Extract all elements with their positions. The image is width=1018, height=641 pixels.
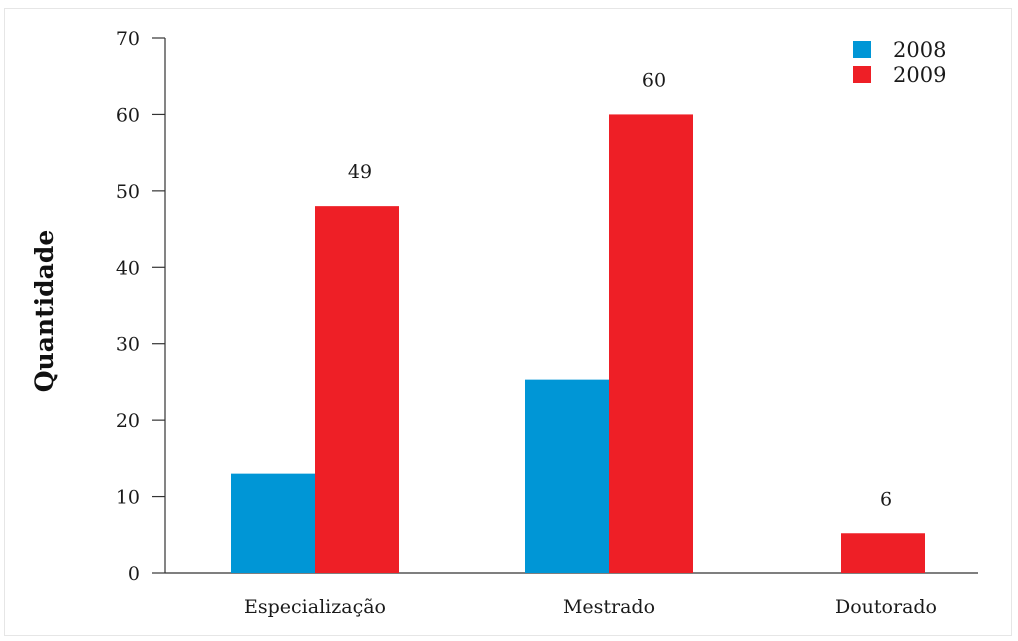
y-tick-label: 20 xyxy=(116,410,140,432)
x-axis: Especialização Mestrado Doutorado xyxy=(165,572,978,618)
y-tick-label: 60 xyxy=(116,104,140,126)
y-tick-label: 10 xyxy=(116,487,140,509)
y-axis-label: Quantidade xyxy=(30,230,59,392)
bar-2009-2 xyxy=(841,533,925,573)
y-tick-label: 50 xyxy=(116,181,140,203)
bar-2009-0 xyxy=(315,206,399,573)
y-tick-label: 30 xyxy=(116,334,140,356)
bars xyxy=(231,114,925,573)
x-category-label: Mestrado xyxy=(563,596,655,618)
y-axis: 0 10 20 30 40 50 60 70 xyxy=(116,28,166,585)
chart-frame xyxy=(4,8,1012,636)
x-category-label: Doutorado xyxy=(835,596,937,618)
data-label: 60 xyxy=(642,69,666,91)
legend-label: 2009 xyxy=(893,63,946,87)
bar-2009-1 xyxy=(609,114,693,573)
data-labels: 49 60 6 xyxy=(348,69,892,510)
data-label: 6 xyxy=(880,488,892,510)
legend-label: 2008 xyxy=(893,38,946,62)
legend-swatch-2008 xyxy=(853,41,871,58)
bar-2008-1 xyxy=(525,379,609,573)
y-tick-label: 0 xyxy=(128,563,140,585)
legend-swatch-2009 xyxy=(853,66,871,83)
data-label: 49 xyxy=(348,161,372,183)
y-tick-label: 40 xyxy=(116,257,140,279)
x-category-label: Especialização xyxy=(244,596,386,618)
bar-2008-0 xyxy=(231,473,315,573)
y-tick-label: 70 xyxy=(116,28,140,50)
